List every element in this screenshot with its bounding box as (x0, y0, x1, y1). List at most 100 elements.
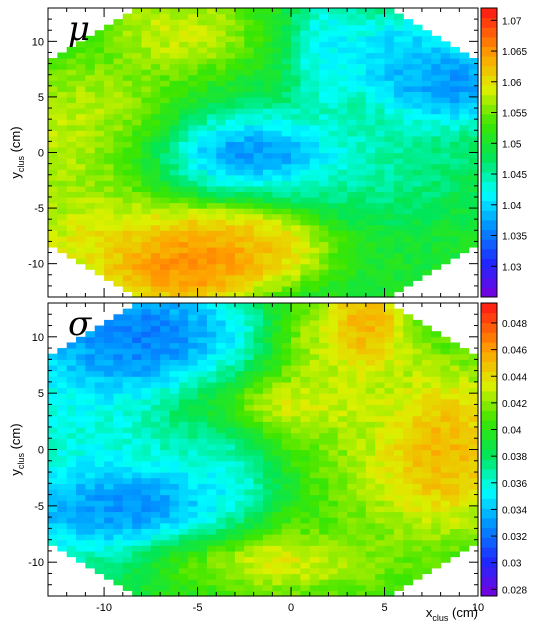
heatmap-cell (421, 180, 432, 187)
heatmap-cell (468, 130, 479, 137)
heatmap-cell (459, 130, 470, 137)
heatmap-cell (365, 85, 376, 92)
heatmap-cell (468, 63, 479, 70)
heatmap-cell (225, 85, 236, 92)
heatmap-cell (234, 8, 245, 15)
heatmap-cell (178, 517, 189, 524)
heatmap-cell (337, 449, 348, 456)
heatmap-cell (253, 550, 264, 558)
heatmap-cell (57, 146, 68, 154)
heatmap-cell (347, 477, 358, 484)
heatmap-cell (468, 180, 479, 187)
heatmap-cell (253, 152, 264, 159)
heatmap-cell (300, 466, 311, 473)
heatmap-cell (244, 230, 255, 237)
heatmap-cell (403, 359, 414, 366)
color-bar-tick-label: 0.036 (502, 479, 527, 490)
heatmap-cell (169, 404, 180, 411)
heatmap-cell (356, 169, 367, 176)
heatmap-cell (225, 522, 236, 529)
heatmap-cell (253, 258, 264, 265)
heatmap-cell (337, 163, 348, 170)
heatmap-cell (206, 219, 217, 226)
color-bar-segment (481, 351, 497, 363)
heatmap-cell (206, 202, 217, 209)
heatmap-cell (337, 169, 348, 176)
heatmap-cell (393, 124, 404, 131)
heatmap-cell (225, 124, 236, 131)
heatmap-cell (375, 63, 386, 70)
heatmap-cell (403, 432, 414, 439)
heatmap-cell (94, 135, 105, 142)
heatmap-cell (178, 269, 189, 276)
heatmap-cell (225, 410, 236, 417)
color-bar-segment (481, 576, 497, 587)
heatmap-cell (160, 58, 171, 65)
heatmap-cell (178, 8, 189, 15)
heatmap-cell (440, 393, 451, 400)
heatmap-cell (309, 85, 320, 92)
heatmap-cell (234, 41, 245, 48)
heatmap-cell (403, 30, 414, 37)
heatmap-cell (57, 185, 68, 193)
heatmap-cell (356, 579, 367, 586)
heatmap-cell (412, 410, 423, 417)
heatmap-cell (300, 393, 311, 400)
heatmap-cell (272, 483, 283, 490)
heatmap-cell (216, 285, 227, 293)
heatmap-cell (291, 185, 301, 193)
heatmap-cell (234, 74, 245, 81)
heatmap-cell (178, 528, 189, 535)
heatmap-cell (440, 202, 451, 209)
heatmap-cell (122, 235, 133, 243)
heatmap-cell (141, 573, 152, 580)
heatmap-cell (272, 432, 283, 439)
heatmap-cell (412, 274, 423, 281)
heatmap-cell (216, 466, 227, 473)
heatmap-cell (188, 376, 199, 383)
heatmap-cell (337, 246, 348, 254)
heatmap-cell (281, 449, 292, 456)
heatmap-cell (76, 556, 86, 563)
heatmap-cell (468, 443, 479, 451)
heatmap-cell (468, 230, 479, 237)
heatmap-cell (281, 208, 292, 215)
heatmap-cell (384, 511, 395, 518)
heatmap-cell (449, 252, 460, 259)
heatmap-cell (393, 426, 404, 434)
heatmap-cell (347, 500, 358, 507)
heatmap-cell (188, 235, 199, 243)
heatmap-cell (384, 455, 395, 462)
heatmap-cell (337, 573, 348, 580)
heatmap-cell (403, 174, 414, 181)
color-bar-tick-label: 1.07 (502, 16, 522, 27)
heatmap-cell (244, 152, 255, 159)
heatmap-cell (132, 511, 143, 518)
heatmap-cell (300, 331, 311, 338)
heatmap-cell (291, 387, 301, 394)
heatmap-cell (160, 230, 171, 237)
heatmap-cell (375, 466, 386, 473)
heatmap-cell (309, 528, 320, 535)
heatmap-cell (104, 246, 115, 254)
heatmap-cell (122, 517, 133, 524)
heatmap-cell (122, 124, 133, 131)
heatmap-cell (356, 477, 367, 484)
heatmap-cell (272, 466, 283, 473)
heatmap-cell (122, 258, 133, 265)
heatmap-cell (132, 415, 143, 422)
heatmap-cell (347, 579, 358, 586)
heatmap-cell (375, 102, 386, 109)
heatmap-cell (309, 562, 320, 569)
heatmap-cell (197, 246, 208, 254)
heatmap-cell (141, 539, 152, 546)
heatmap-cell (291, 455, 301, 462)
heatmap-cell (206, 52, 217, 59)
heatmap-cell (319, 135, 330, 142)
heatmap-cell (197, 152, 208, 159)
heatmap-cell (431, 421, 442, 428)
heatmap-cell (57, 449, 68, 456)
heatmap-cell (141, 135, 152, 142)
heatmap-cell (328, 370, 339, 377)
heatmap-cell (113, 241, 124, 248)
